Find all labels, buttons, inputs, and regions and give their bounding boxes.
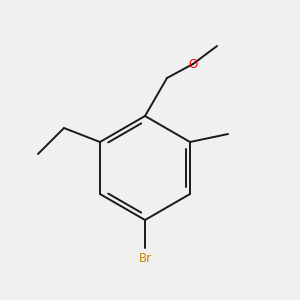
Text: O: O — [188, 58, 198, 70]
Text: Br: Br — [138, 253, 152, 266]
